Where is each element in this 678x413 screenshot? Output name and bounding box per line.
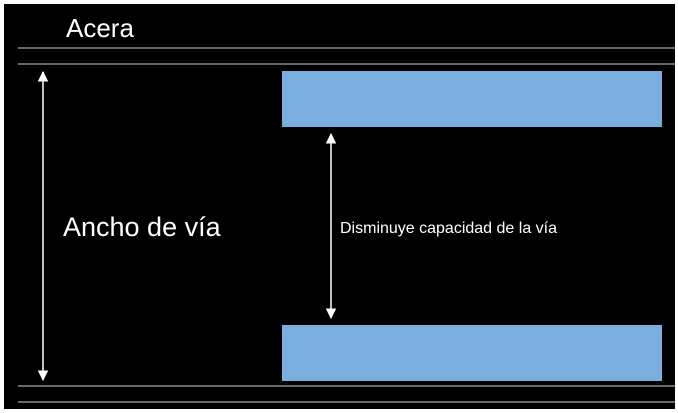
top-obstruction-block — [282, 71, 662, 127]
bottom-obstruction-block — [282, 325, 662, 381]
capacity-note-label: Disminuye capacidad de la vía — [340, 220, 557, 237]
sidewalk-label: Acera — [66, 13, 134, 43]
road-width-label: Ancho de vía — [63, 212, 222, 242]
